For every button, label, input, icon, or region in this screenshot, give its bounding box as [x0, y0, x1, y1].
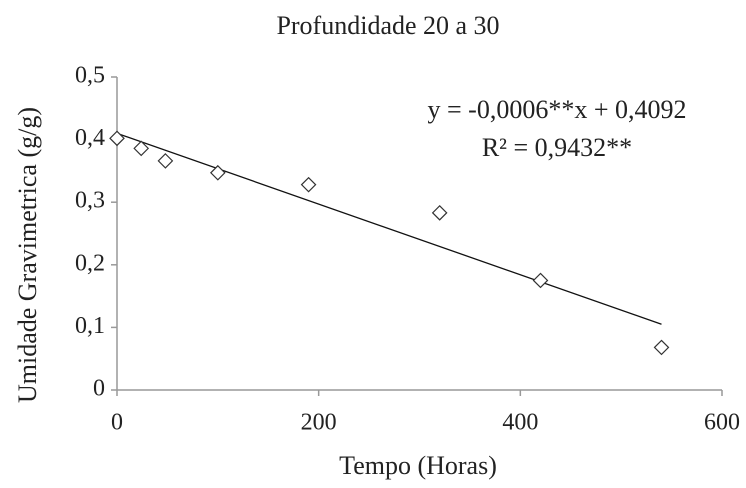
chart-title: Profundidade 20 a 30: [276, 11, 499, 40]
x-tick-label: 0: [111, 410, 123, 436]
y-tick-label: 0: [93, 376, 105, 402]
point: [532, 272, 549, 289]
x-tick-label: 600: [704, 410, 740, 436]
point: [209, 164, 226, 181]
equation: y = -0,0006**x + 0,4092: [428, 95, 687, 124]
r-squared: R² = 0,9432**: [482, 133, 632, 162]
point: [109, 130, 125, 147]
y-tick-label: 0,5: [75, 63, 105, 89]
x-axis-title: Tempo (Horas): [339, 451, 497, 480]
y-tick-label: 0,1: [75, 313, 105, 339]
x-tick-label: 200: [301, 410, 337, 436]
x-tick-label: 400: [502, 410, 538, 436]
y-tick-label: 0,3: [75, 188, 105, 214]
point: [653, 339, 670, 356]
y-tick-label: 0,2: [75, 250, 105, 276]
trend-line: [116, 132, 662, 325]
point: [133, 140, 150, 157]
point: [300, 176, 317, 193]
y-tick-label: 0,4: [75, 125, 105, 151]
y-axis-title: Umidade Gravimetrica (g/g): [13, 107, 42, 403]
point: [157, 153, 174, 169]
point: [431, 204, 448, 221]
